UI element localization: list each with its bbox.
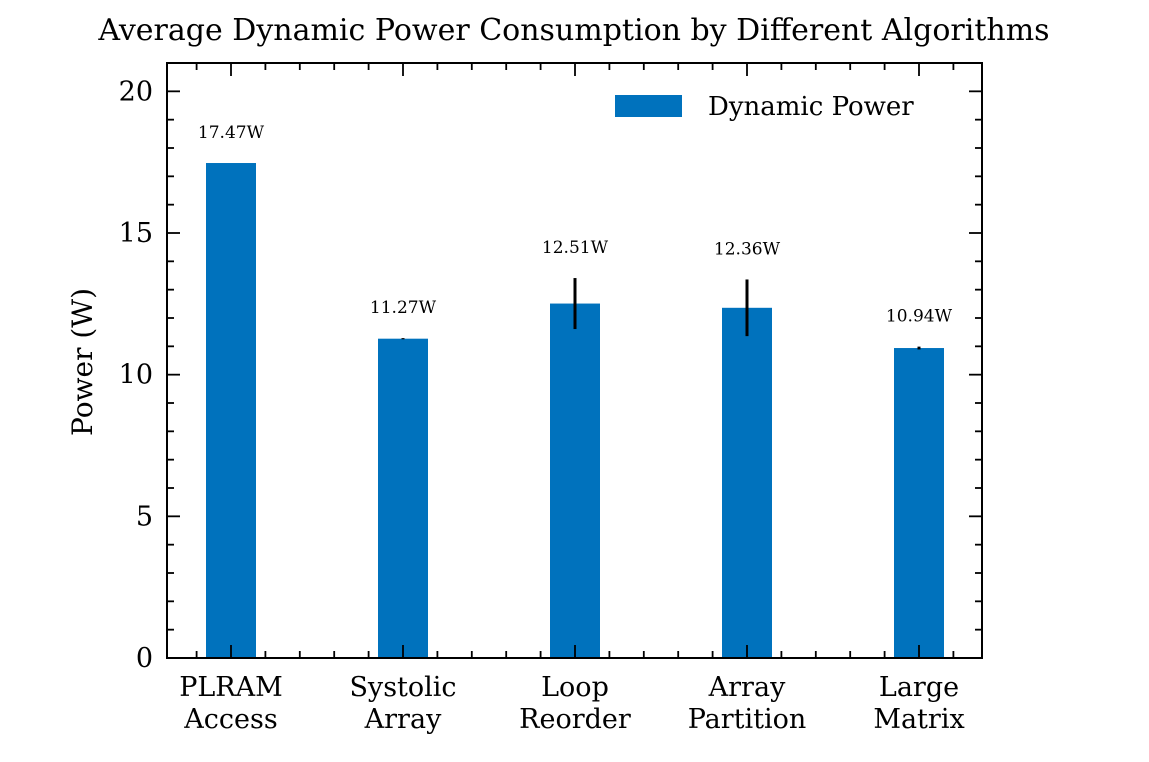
value-labels-group: 17.47W 11.27W 12.51W 12.36W 10.94W [198, 123, 953, 327]
value-label: 12.36W [714, 239, 781, 259]
x-tick-label: Large Matrix [873, 672, 964, 735]
x-tick-label-line: Reorder [519, 704, 631, 735]
y-axis-label: Power (W) [66, 288, 99, 436]
y-tick-label: 20 [119, 76, 153, 107]
bars-group [206, 163, 944, 658]
x-tick-label: Systolic Array [349, 672, 456, 735]
bar [550, 303, 600, 658]
x-tick-label-line: Array [708, 672, 786, 703]
y-tick-label: 15 [119, 218, 153, 249]
bar [378, 338, 428, 658]
x-tick-label-line: Matrix [873, 704, 964, 735]
x-tick-label: Array Partition [688, 672, 807, 735]
bar [894, 348, 944, 658]
bar [722, 307, 772, 658]
x-tick-label-line: Partition [688, 704, 807, 735]
bar [206, 163, 256, 658]
value-label: 12.51W [542, 238, 609, 258]
x-tick-label-line: Large [879, 672, 959, 703]
value-label: 11.27W [370, 298, 437, 318]
y-tick-label: 10 [119, 360, 153, 391]
legend-swatch-dynamic-power [615, 95, 682, 117]
y-tick-label: 5 [136, 501, 153, 532]
error-bars-group [401, 278, 921, 350]
x-tick-label-line: Loop [541, 672, 609, 703]
plot-frame [166, 62, 983, 659]
value-label: 17.47W [198, 123, 265, 143]
x-tick-label-line: PLRAM [179, 672, 283, 703]
x-tick-label-line: Systolic [349, 672, 456, 703]
legend: Dynamic Power [615, 92, 914, 122]
x-tick-label: Loop Reorder [519, 672, 631, 735]
x-tick-label: PLRAM Access [179, 672, 283, 735]
legend-label-dynamic-power: Dynamic Power [708, 92, 914, 122]
y-tick-label: 0 [136, 643, 153, 674]
x-tick-label-line: Array [364, 704, 442, 735]
value-label: 10.94W [886, 307, 953, 327]
tick-labels-group: 0 5 10 15 20 [119, 76, 153, 674]
chart-title: Average Dynamic Power Consumption by Dif… [97, 13, 1049, 48]
x-tick-label-line: Access [183, 704, 277, 735]
